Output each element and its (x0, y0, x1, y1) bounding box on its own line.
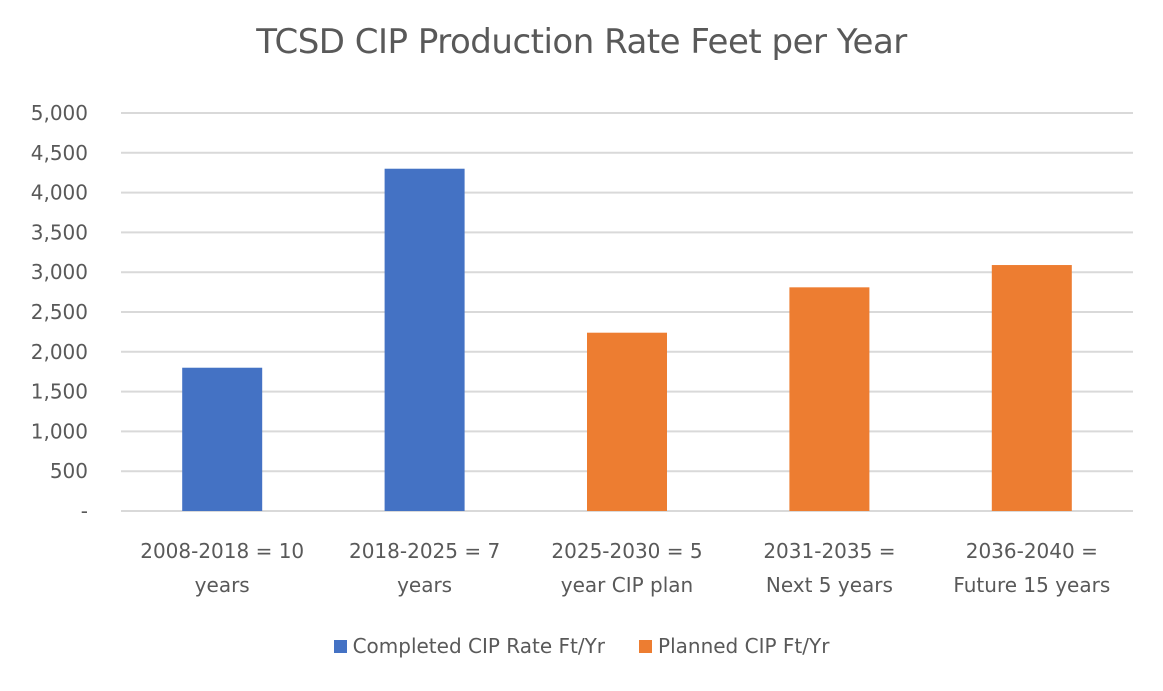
x-tick-label: 2031-2035 = (763, 539, 895, 563)
y-tick-label: 1,500 (31, 380, 88, 404)
y-tick-label: 500 (50, 459, 88, 483)
x-tick-label: years (195, 573, 250, 597)
x-tick-label: 2025-2030 = 5 (551, 539, 702, 563)
legend: Completed CIP Rate Ft/Yr Planned CIP Ft/… (0, 634, 1163, 658)
x-tick-label: years (397, 573, 452, 597)
x-tick-label: Future 15 years (953, 573, 1110, 597)
bar (991, 265, 1072, 511)
legend-item-completed: Completed CIP Rate Ft/Yr (333, 634, 606, 658)
bar (789, 287, 870, 511)
x-tick-label: Next 5 years (766, 573, 893, 597)
y-tick-label: 3,500 (31, 220, 88, 244)
y-tick-label: - (81, 499, 88, 523)
legend-label-planned: Planned CIP Ft/Yr (658, 634, 830, 658)
legend-swatch-completed (333, 639, 347, 653)
y-tick-label: 4,500 (31, 141, 88, 165)
x-tick-label: 2018-2025 = 7 (349, 539, 500, 563)
y-tick-label: 3,000 (31, 260, 88, 284)
legend-swatch-planned (639, 639, 653, 653)
legend-item-planned: Planned CIP Ft/Yr (639, 634, 829, 658)
y-tick-label: 2,500 (31, 300, 88, 324)
y-tick-label: 5,000 (31, 101, 88, 125)
chart-title: TCSD CIP Production Rate Feet per Year (256, 22, 907, 62)
x-tick-label: 2036-2040 = (966, 539, 1098, 563)
y-tick-label: 1,000 (31, 419, 88, 443)
bar (587, 332, 667, 511)
y-tick-label: 2,000 (31, 340, 88, 364)
x-tick-label: year CIP plan (561, 573, 693, 597)
bar (384, 168, 465, 511)
legend-label-completed: Completed CIP Rate Ft/Yr (352, 634, 606, 658)
y-tick-label: 4,000 (31, 181, 88, 205)
bar (182, 367, 263, 511)
x-tick-label: 2008-2018 = 10 (140, 539, 304, 563)
